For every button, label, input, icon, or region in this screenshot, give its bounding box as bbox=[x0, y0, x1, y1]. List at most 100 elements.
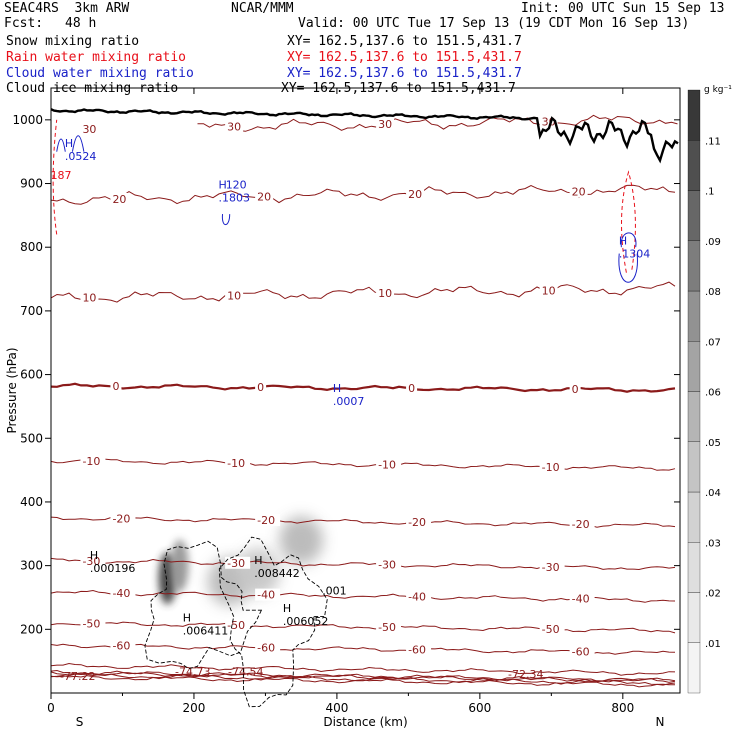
isotherm-label-bg bbox=[376, 286, 395, 299]
fcst-value: 48 h bbox=[65, 16, 97, 31]
annotation-value: 120 bbox=[226, 179, 247, 192]
model-title: SEAC4RS 3km ARW bbox=[4, 1, 130, 16]
isotherm--50 bbox=[50, 621, 676, 634]
isotherm-label-bg bbox=[569, 383, 581, 396]
isotherm-label-bg bbox=[376, 621, 402, 634]
colorbar-swatch bbox=[687, 391, 701, 442]
isotherm-0 bbox=[50, 382, 676, 393]
isotherm-label--74.54: -74.54 bbox=[228, 666, 263, 679]
isotherm--10 bbox=[50, 458, 676, 471]
isotherm-label-0: 0 bbox=[112, 380, 119, 393]
y-tick-label: 600 bbox=[20, 368, 43, 382]
isotherm-label--50: -50 bbox=[82, 617, 100, 630]
isotherm-label-20: 20 bbox=[112, 193, 126, 206]
isotherm-label-bg bbox=[110, 639, 136, 652]
x-tick-label: 800 bbox=[611, 701, 634, 715]
isotherm-label-bg bbox=[255, 588, 281, 601]
high-marker: H bbox=[283, 602, 291, 615]
annotation-value: .001 bbox=[322, 584, 347, 597]
isotherm-label-bg bbox=[539, 623, 565, 636]
isotherm-label--20: -20 bbox=[257, 514, 275, 527]
header: SEAC4RS 3km ARW NCAR/MMM Init: 00 UTC Su… bbox=[0, 0, 740, 96]
isotherm-label--60: -60 bbox=[257, 641, 275, 654]
y-tick-label: 400 bbox=[20, 495, 43, 509]
isotherm-label-bg bbox=[539, 460, 565, 473]
colorbar-swatch bbox=[687, 441, 701, 493]
y-tick-label: 700 bbox=[20, 304, 43, 318]
annotation-value: .0524 bbox=[65, 150, 97, 163]
y-axis-label: Pressure (hPa) bbox=[5, 347, 19, 433]
isotherm-label-bg bbox=[225, 120, 244, 133]
isotherm-label-30: 30 bbox=[227, 121, 241, 134]
colorbar-level-label: .08 bbox=[705, 287, 721, 298]
isotherm-label-bg bbox=[225, 556, 251, 569]
isotherm-label--10: -10 bbox=[542, 461, 560, 474]
colorbar: .01 .02 .03 .04 .05 .06 .07 .08 .09 .1 .11 g kg⁻¹ bbox=[687, 85, 732, 694]
isotherm--74.54 bbox=[50, 670, 676, 683]
snow-shade-1 bbox=[170, 539, 189, 592]
isotherm-label--50: -50 bbox=[378, 621, 396, 634]
isotherm--70 bbox=[50, 662, 676, 676]
isotherm-label-bg bbox=[539, 284, 558, 297]
isotherm-label-bg bbox=[376, 458, 402, 471]
annotation-value: .000196 bbox=[90, 562, 135, 575]
isotherm-label--77.22: -77.22 bbox=[60, 670, 95, 683]
isotherm-label-10: 10 bbox=[542, 284, 556, 297]
fcst-label: Fcst: bbox=[4, 16, 44, 31]
colorbar-swatch bbox=[687, 240, 701, 292]
isotherm--72.34 bbox=[50, 673, 676, 686]
isotherm-label--20: -20 bbox=[572, 518, 590, 531]
init-time: Init: 00 UTC Sun 15 Sep 13 bbox=[521, 1, 725, 16]
isotherm-label--50: -50 bbox=[227, 619, 245, 632]
isotherm-label-bg bbox=[80, 291, 99, 304]
isotherm-label-bg bbox=[406, 382, 418, 395]
isotherm-label--30: -30 bbox=[82, 555, 100, 568]
x-tick-label: 0 bbox=[47, 701, 55, 715]
isotherm-label--20: -20 bbox=[112, 512, 130, 525]
cloud-water-contour-mid bbox=[221, 214, 231, 226]
colorbar-unit: g kg⁻¹ bbox=[704, 85, 732, 95]
isotherm-label-bg bbox=[539, 560, 565, 573]
isotherm-label-bg bbox=[569, 592, 595, 605]
colorbar-level-label: .06 bbox=[705, 388, 721, 399]
temperature-isotherms-layer: -60 -60 -60 -60 -50 -50 -50 -50 -40 -40 -40 -40 -30 -… bbox=[50, 114, 678, 688]
isotherm-label-0: 0 bbox=[408, 382, 415, 395]
isotherm-label-bg bbox=[110, 512, 136, 525]
isotherm-label-bg bbox=[406, 590, 432, 603]
isotherm-label--40: -40 bbox=[572, 593, 590, 606]
isotherm-label-bg bbox=[376, 558, 402, 571]
isotherm-label-10: 10 bbox=[227, 289, 241, 302]
y-tick-label: 1000 bbox=[12, 113, 43, 127]
colorbar-swatch bbox=[687, 290, 701, 342]
isotherm-label-bg bbox=[110, 192, 129, 205]
isotherm-label--74.73: -74.73 bbox=[175, 666, 210, 679]
isotherm-label-bg bbox=[255, 641, 281, 654]
isotherm-label-bg bbox=[376, 118, 395, 131]
high-marker: H bbox=[619, 234, 627, 247]
isotherm--30 bbox=[50, 557, 676, 571]
field-name-cloud-water: Cloud water mixing ratio bbox=[6, 66, 194, 81]
isotherm-label-bg bbox=[80, 617, 106, 630]
x-tick-label: 200 bbox=[183, 701, 206, 715]
colorbar-level-label: .02 bbox=[705, 589, 721, 600]
annotation-value: 187 bbox=[51, 169, 72, 182]
cloud-water-contour-left-2 bbox=[56, 138, 66, 152]
snow-shading-layer bbox=[158, 516, 324, 606]
cloud-water-contour-left bbox=[71, 135, 85, 152]
y-tick-label: 500 bbox=[20, 431, 43, 445]
ice-contour-2 bbox=[218, 536, 328, 708]
colorbar-swatch bbox=[687, 89, 701, 141]
colorbar-swatch bbox=[687, 491, 701, 543]
annotations-layer: H.006411H.006052H.008442H.000196.001H.00… bbox=[51, 137, 651, 637]
isotherm-label--30: -30 bbox=[542, 561, 560, 574]
isotherm-label-20: 20 bbox=[572, 186, 586, 199]
isotherm-label--20: -20 bbox=[408, 516, 426, 529]
isotherm-label--10: -10 bbox=[82, 455, 100, 468]
rain-contour-left bbox=[52, 119, 58, 235]
high-marker: H bbox=[333, 382, 341, 395]
field-name-rain: Rain water mixing ratio bbox=[6, 50, 187, 65]
center-title: NCAR/MMM bbox=[231, 1, 294, 16]
isotherm-label--50: -50 bbox=[542, 623, 560, 636]
isotherm-label--60: -60 bbox=[572, 645, 590, 658]
